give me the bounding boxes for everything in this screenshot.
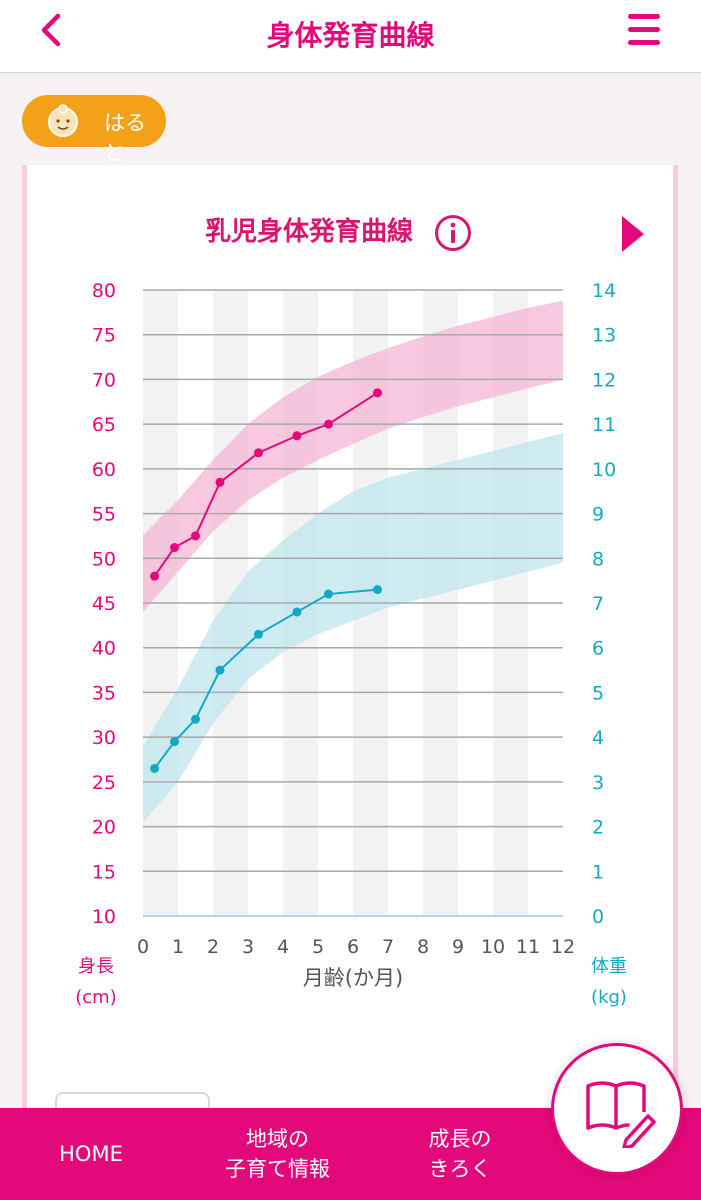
right-axis-tick-label: 13 — [592, 325, 616, 347]
weight-data-point — [292, 607, 302, 617]
left-axis-tick-label: 40 — [92, 638, 116, 660]
back-chevron-icon[interactable] — [36, 10, 76, 50]
right-axis-label-line1: 体重 — [591, 956, 627, 977]
x-axis-tick-label: 7 — [382, 936, 394, 958]
right-axis-tick-label: 14 — [592, 280, 616, 302]
x-axis-tick-label: 1 — [172, 936, 184, 958]
right-axis-tick-label: 4 — [592, 727, 604, 749]
app-header: 身体発育曲線 — [0, 0, 701, 73]
height-reference-band — [143, 300, 563, 612]
nav-local-info-line2: 子育て情報 — [225, 1157, 330, 1181]
record-entry-button[interactable] — [551, 1043, 683, 1175]
left-axis-tick-label: 75 — [92, 325, 116, 347]
nav-growth-record[interactable]: 成長の きろく — [400, 1108, 520, 1200]
height-data-point — [254, 448, 263, 458]
left-axis-tick-label: 50 — [92, 548, 116, 570]
height-data-point — [373, 388, 382, 398]
nav-growth-record-line2: きろく — [428, 1157, 492, 1181]
height-data-point — [292, 431, 302, 441]
left-axis-tick-label: 45 — [92, 593, 116, 615]
right-axis-tick-label: 9 — [592, 504, 604, 526]
height-data-point — [150, 571, 160, 581]
nav-local-info-line1: 地域の — [246, 1127, 309, 1151]
right-axis-tick-label: 6 — [592, 638, 604, 660]
weight-data-point — [254, 629, 263, 639]
right-axis-tick-label: 1 — [592, 861, 604, 883]
nav-home-label: HOME — [59, 1142, 123, 1166]
x-axis-tick-label: 8 — [417, 936, 429, 958]
weight-data-point — [170, 737, 179, 747]
weight-series-line — [153, 588, 378, 770]
right-axis-tick-label: 3 — [592, 772, 604, 794]
right-axis-tick-label: 0 — [592, 906, 604, 928]
left-axis-tick-label: 30 — [92, 727, 116, 749]
x-axis-tick-label: 12 — [551, 936, 575, 958]
next-chart-arrow-icon[interactable] — [620, 214, 646, 254]
left-axis-tick-label: 35 — [92, 682, 116, 704]
right-axis-tick-label: 10 — [592, 459, 616, 481]
height-data-point — [215, 477, 225, 487]
chart-title: 乳児身体発育曲線 — [205, 217, 414, 247]
x-axis-tick-label: 5 — [312, 936, 324, 958]
page-title: 身体発育曲線 — [266, 19, 435, 52]
child-selector-button[interactable]: はると — [22, 95, 166, 165]
x-axis-tick-label: 0 — [137, 936, 149, 958]
left-axis-tick-label: 25 — [92, 772, 116, 794]
height-data-point — [191, 531, 200, 541]
left-axis-label-line2: (cm) — [75, 987, 116, 1008]
hamburger-menu-icon[interactable] — [628, 14, 662, 46]
x-axis-tick-label: 11 — [516, 936, 540, 958]
x-axis-tick-label: 3 — [242, 936, 254, 958]
right-axis-tick-label: 7 — [592, 593, 604, 615]
x-axis-tick-label: 9 — [452, 936, 464, 958]
baby-face-icon — [48, 104, 78, 137]
weight-data-point — [150, 763, 160, 773]
right-axis-tick-label: 2 — [592, 817, 604, 839]
left-axis-tick-label: 20 — [92, 817, 116, 839]
right-axis-tick-label: 12 — [592, 369, 616, 391]
left-axis-tick-label: 80 — [92, 280, 116, 302]
weight-data-point — [215, 665, 225, 675]
weight-reference-band — [143, 433, 563, 823]
book-pencil-icon — [586, 1081, 656, 1148]
left-axis-tick-label: 60 — [92, 459, 116, 481]
child-name: はると — [104, 111, 146, 165]
x-axis-tick-label: 6 — [347, 936, 359, 958]
nav-home[interactable]: HOME — [30, 1108, 152, 1200]
height-data-point — [324, 419, 333, 429]
x-axis-label: 月齢(か月) — [303, 966, 403, 990]
nav-local-info[interactable]: 地域の 子育て情報 — [205, 1108, 350, 1200]
left-axis-tick-label: 10 — [92, 906, 116, 928]
height-data-point — [170, 543, 179, 553]
info-icon[interactable] — [434, 214, 472, 252]
right-axis-tick-label: 11 — [592, 414, 616, 436]
weight-data-point — [373, 585, 382, 595]
x-axis-tick-label: 10 — [481, 936, 505, 958]
left-axis-tick-label: 55 — [92, 504, 116, 526]
left-axis-tick-label: 15 — [92, 861, 116, 883]
right-axis-tick-label: 5 — [592, 682, 604, 704]
weight-data-point — [324, 589, 333, 599]
left-axis-label-line1: 身長 — [78, 956, 114, 977]
x-axis-tick-label: 2 — [207, 936, 219, 958]
left-axis-tick-label: 70 — [92, 369, 116, 391]
nav-growth-record-line1: 成長の — [428, 1127, 492, 1151]
right-axis-tick-label: 8 — [592, 548, 604, 570]
left-axis-tick-label: 65 — [92, 414, 116, 436]
chart-card — [22, 165, 678, 1165]
weight-data-point — [191, 714, 200, 724]
right-axis-label-line2: (kg) — [591, 987, 627, 1008]
x-axis-tick-label: 4 — [277, 936, 289, 958]
